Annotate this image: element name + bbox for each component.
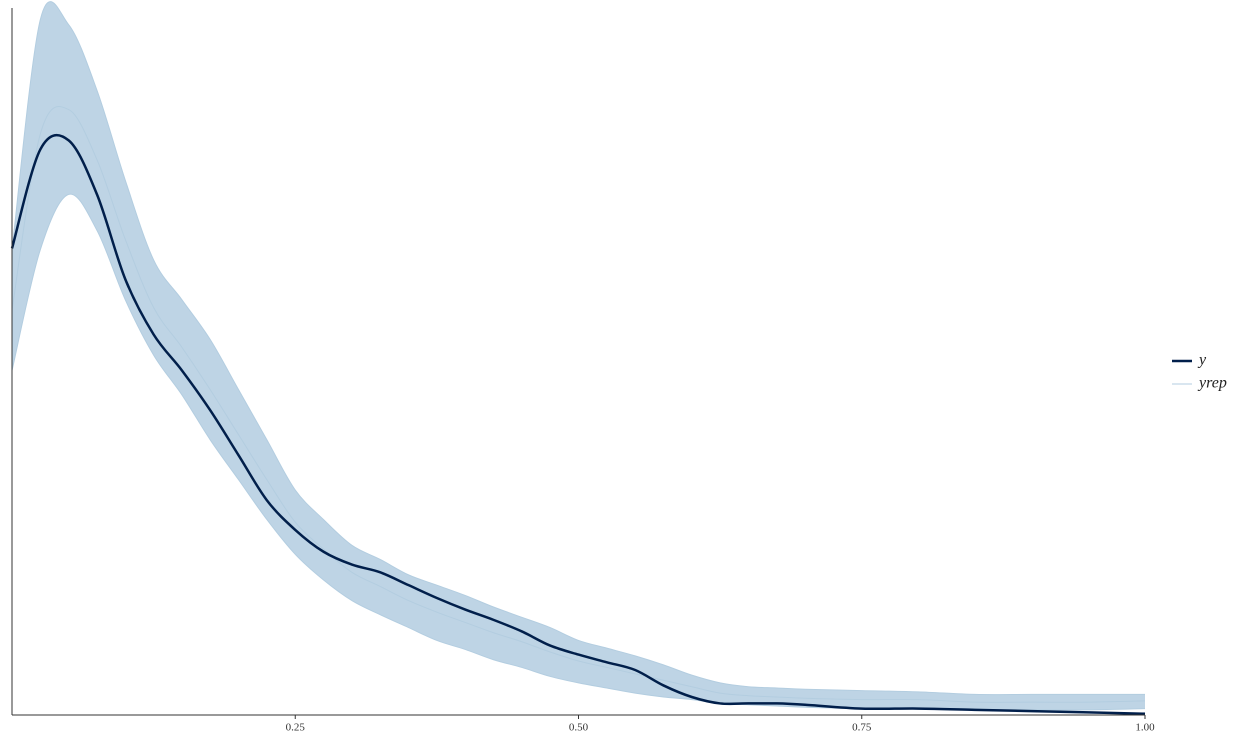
yrep-band [12, 1, 1145, 710]
legend-label: y [1197, 352, 1207, 369]
yrep-line [11, 193, 1146, 711]
y-line [10, 133, 1146, 715]
x-tick-label: 1.00 [1135, 722, 1155, 734]
yrep-line [11, 106, 1146, 703]
x-tick-label: 0.25 [286, 722, 306, 734]
legend-label: yrep [1197, 375, 1227, 392]
yrep-line [11, 1, 1145, 696]
x-tick-label: 0.75 [852, 722, 872, 734]
x-tick-label: 0.50 [569, 722, 589, 734]
